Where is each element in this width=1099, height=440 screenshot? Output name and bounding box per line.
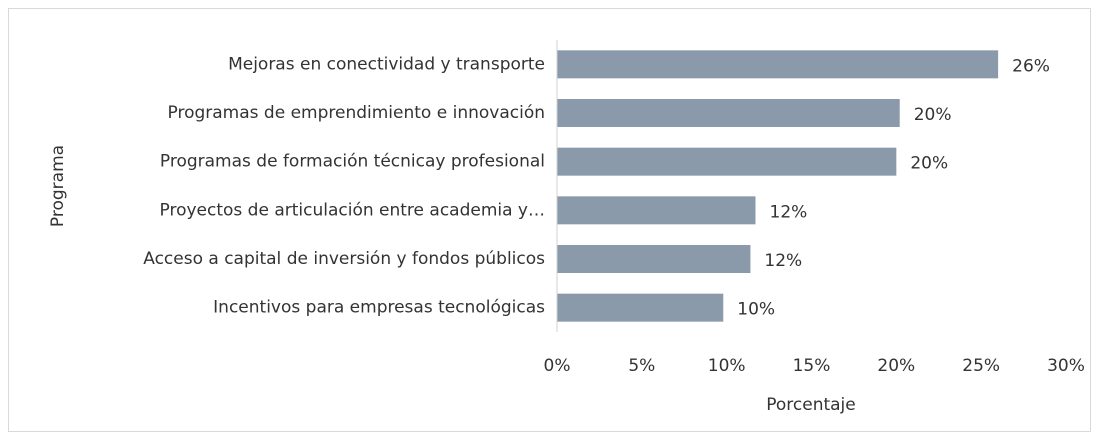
data-label: 12%: [764, 251, 802, 271]
bar: [557, 147, 897, 176]
data-label: 10%: [737, 300, 775, 320]
x-axis-title: Porcentaje: [766, 395, 856, 415]
y-tick-label: Programas de formación técnicay profesio…: [160, 152, 545, 172]
y-tick-label: Mejoras en conectividad y transporte: [228, 54, 545, 74]
y-tick-label: Incentivos para empresas tecnológicas: [213, 298, 545, 318]
bar: [557, 245, 751, 273]
data-label: 20%: [910, 154, 948, 174]
x-tick-label: 30%: [1047, 356, 1085, 376]
x-tick-label: 20%: [877, 356, 915, 376]
bar: [557, 293, 724, 322]
y-tick-label: Programas de emprendimiento e innovación: [168, 103, 545, 123]
y-tick-label: Acceso a capital de inversión y fondos p…: [143, 249, 545, 269]
y-axis-title: Programa: [48, 145, 68, 227]
y-tick-label: Proyectos de articulación entre academia…: [160, 200, 546, 220]
bar: [557, 99, 900, 127]
x-tick-label: 15%: [793, 356, 831, 376]
chart-border: [8, 8, 1091, 432]
data-label: 26%: [1012, 56, 1050, 76]
data-label: 20%: [914, 105, 952, 125]
x-tick-label: 5%: [628, 356, 655, 376]
bar: [557, 196, 756, 225]
x-tick-label: 10%: [708, 356, 746, 376]
bar: [557, 50, 999, 79]
data-label: 12%: [770, 202, 808, 222]
x-tick-label: 25%: [962, 356, 1000, 376]
x-tick-label: 0%: [544, 356, 571, 376]
